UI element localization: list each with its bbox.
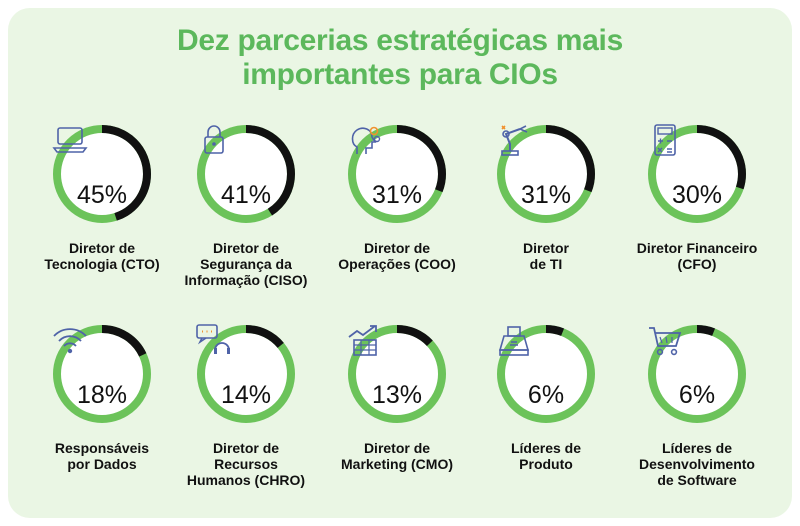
partnership-card: 45% Diretor de Tecnologia (CTO)	[27, 122, 177, 272]
role-label-line: Diretor de	[68, 240, 136, 256]
role-label-line: Marketing (CMO)	[341, 456, 453, 472]
role-label-line: Líderes de	[661, 440, 733, 456]
wifi-icon	[53, 328, 87, 354]
progress-ring: 6%	[494, 322, 598, 426]
partnership-card: 13% Diretor de Marketing (CMO)	[322, 322, 472, 472]
role-label-line: Segurança da	[200, 256, 292, 272]
progress-ring: 45%	[50, 122, 154, 226]
ring-value-arc	[648, 125, 746, 223]
ring-value-arc	[53, 325, 151, 423]
ring-value-arc	[348, 325, 446, 423]
role-label: Líderes de Produto	[471, 440, 621, 472]
progress-ring: 13%	[345, 322, 449, 426]
partnership-card: 14% Diretor de Recursos Humanos (CHRO)	[171, 322, 321, 488]
ring-value-arc	[648, 325, 746, 423]
role-label-line: de TI	[529, 256, 563, 272]
role-label: Diretor de Tecnologia (CTO)	[27, 240, 177, 272]
role-label: Diretor de Operações (COO)	[322, 240, 472, 272]
partnership-card: 30% Diretor Financeiro (CFO)	[622, 122, 772, 272]
ring-value-arc	[348, 125, 446, 223]
role-label-line: Diretor de	[212, 440, 280, 456]
page-title: Dez parcerias estratégicas mais importan…	[0, 24, 800, 92]
role-label: Responsáveis por Dados	[27, 440, 177, 472]
role-label: Diretor de Marketing (CMO)	[322, 440, 472, 472]
percent-value: 18%	[76, 381, 128, 409]
role-label-line: Humanos (CHRO)	[186, 472, 306, 488]
percent-value: 30%	[671, 181, 723, 209]
lock-icon	[204, 125, 224, 154]
progress-ring: 31%	[494, 122, 598, 226]
role-label-line: Responsáveis	[54, 440, 150, 456]
role-label-line: Diretor Financeiro	[636, 240, 758, 256]
percent-value: 14%	[220, 381, 272, 409]
headset-chat-icon	[196, 324, 230, 354]
progress-ring: 14%	[194, 322, 298, 426]
role-label: Líderes de Desenvolvimento de Software	[622, 440, 772, 488]
percent-value: 41%	[220, 181, 272, 209]
role-label-line: (CFO)	[677, 256, 717, 272]
role-label-line: Diretor de	[363, 240, 431, 256]
box-icon	[498, 326, 530, 356]
percent-value: 31%	[371, 181, 423, 209]
role-label-line: Informação (CISO)	[184, 272, 308, 288]
partnership-card: 6% Líderes de Desenvolvimento de Software	[622, 322, 772, 488]
role-label-line: Líderes de	[510, 440, 582, 456]
progress-ring: 30%	[645, 122, 749, 226]
percent-value: 31%	[520, 181, 572, 209]
progress-ring: 18%	[50, 322, 154, 426]
partnership-card: 31% Diretor de Operações (COO)	[322, 122, 472, 272]
role-label-line: Produto	[519, 456, 573, 472]
cart-icon	[649, 327, 682, 356]
role-label-line: Desenvolvimento	[639, 456, 755, 472]
role-label-line: Operações (COO)	[338, 256, 456, 272]
head-gears-icon	[351, 126, 381, 154]
ring-value-arc	[197, 125, 295, 223]
percent-value: 45%	[76, 181, 128, 209]
infographic-panel	[8, 8, 792, 518]
robot-arm-icon	[501, 125, 528, 156]
role-label: Diretor de Segurança da Informação (CISO)	[171, 240, 321, 288]
role-label-line: Tecnologia (CTO)	[44, 256, 160, 272]
partnership-card: 18% Responsáveis por Dados	[27, 322, 177, 472]
ring-value-arc	[53, 125, 151, 223]
role-label: Diretor de Recursos Humanos (CHRO)	[171, 440, 321, 488]
calculator-icon	[654, 124, 676, 156]
progress-ring: 6%	[645, 322, 749, 426]
partnership-card: 31% Diretor de TI	[471, 122, 621, 272]
laptop-icon	[52, 127, 88, 153]
role-label-line: Recursos	[214, 456, 278, 472]
growth-chart-icon	[348, 325, 377, 356]
title-line: Dez parcerias estratégicas mais	[177, 24, 623, 57]
percent-value: 13%	[371, 381, 423, 409]
role-label-line: Diretor	[523, 240, 569, 256]
progress-ring: 31%	[345, 122, 449, 226]
percent-value: 6%	[527, 381, 565, 409]
partnership-card: 6% Líderes de Produto	[471, 322, 621, 472]
role-label-line: por Dados	[67, 456, 137, 472]
ring-value-arc	[197, 325, 295, 423]
role-label: Diretor Financeiro (CFO)	[622, 240, 772, 272]
title-line: importantes para CIOs	[242, 58, 558, 91]
role-label: Diretor de TI	[471, 240, 621, 272]
progress-ring: 41%	[194, 122, 298, 226]
percent-value: 6%	[678, 381, 716, 409]
role-label-line: Diretor de	[212, 240, 280, 256]
role-label-line: Diretor de	[363, 440, 431, 456]
role-label-line: de Software	[657, 472, 737, 488]
ring-value-arc	[497, 325, 595, 423]
ring-value-arc	[497, 125, 595, 223]
partnership-card: 41% Diretor de Segurança da Informação (CIS…	[171, 122, 321, 288]
